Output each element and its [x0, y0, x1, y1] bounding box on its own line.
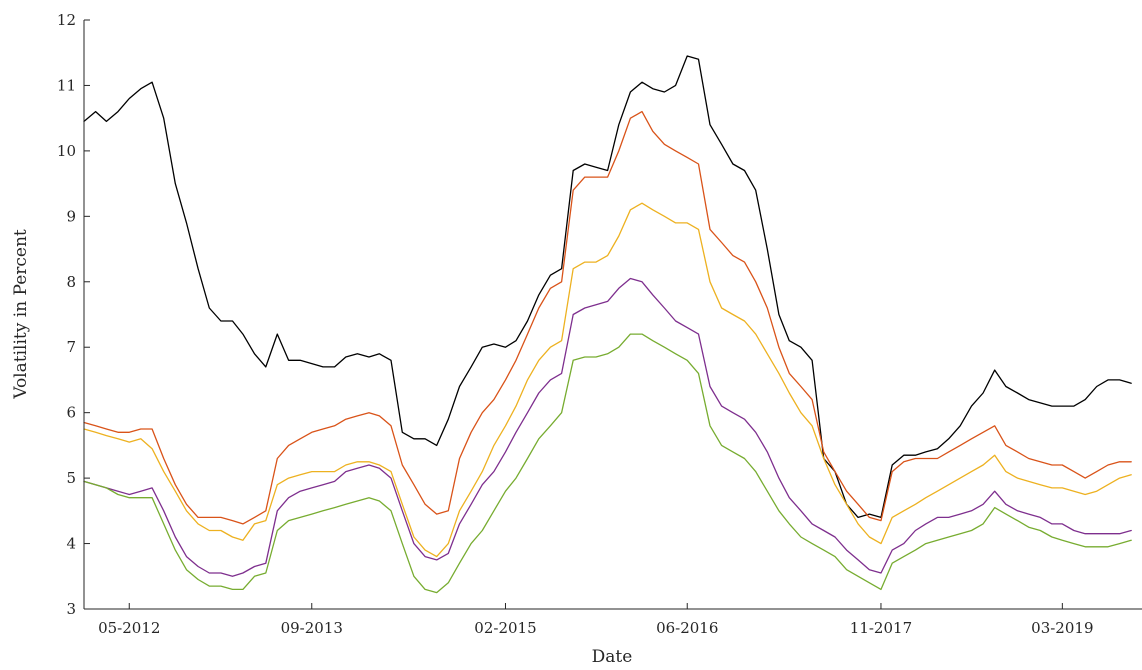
- y-tick-label: 3: [66, 600, 76, 618]
- x-tick-label: 02-2015: [474, 619, 536, 637]
- y-axis-title: Volatility in Percent: [11, 229, 31, 400]
- y-tick-label: 10: [57, 142, 76, 160]
- x-tick-label: 06-2016: [656, 619, 718, 637]
- x-tick-label: 05-2012: [98, 619, 160, 637]
- y-tick-label: 4: [66, 535, 76, 553]
- y-tick-label: 6: [66, 404, 76, 422]
- y-tick-label: 9: [66, 207, 76, 225]
- y-tick-label: 8: [66, 273, 76, 291]
- x-axis-title: Date: [592, 647, 633, 667]
- x-tick-label: 11-2017: [850, 619, 912, 637]
- x-tick-label: 03-2019: [1031, 619, 1093, 637]
- axes-layer: [83, 20, 1142, 610]
- series-line-1: [83, 55, 1132, 519]
- y-ticks: 3 4 5 6 7 8 9 10 11 12: [57, 11, 90, 618]
- y-tick-label: 5: [66, 469, 76, 487]
- series-layer: [83, 55, 1132, 594]
- series-line-3: [83, 202, 1132, 558]
- x-ticks: 05-2012 09-2013 02-2015 06-2016 11-2017 03-20…: [98, 603, 1094, 637]
- series-line-4: [83, 277, 1132, 577]
- x-tick-label: 09-2013: [281, 619, 343, 637]
- series-line-2: [83, 110, 1132, 525]
- y-tick-label: 12: [57, 11, 76, 29]
- y-tick-label: 11: [57, 76, 76, 94]
- series-line-5: [83, 333, 1132, 594]
- y-tick-label: 7: [66, 338, 76, 356]
